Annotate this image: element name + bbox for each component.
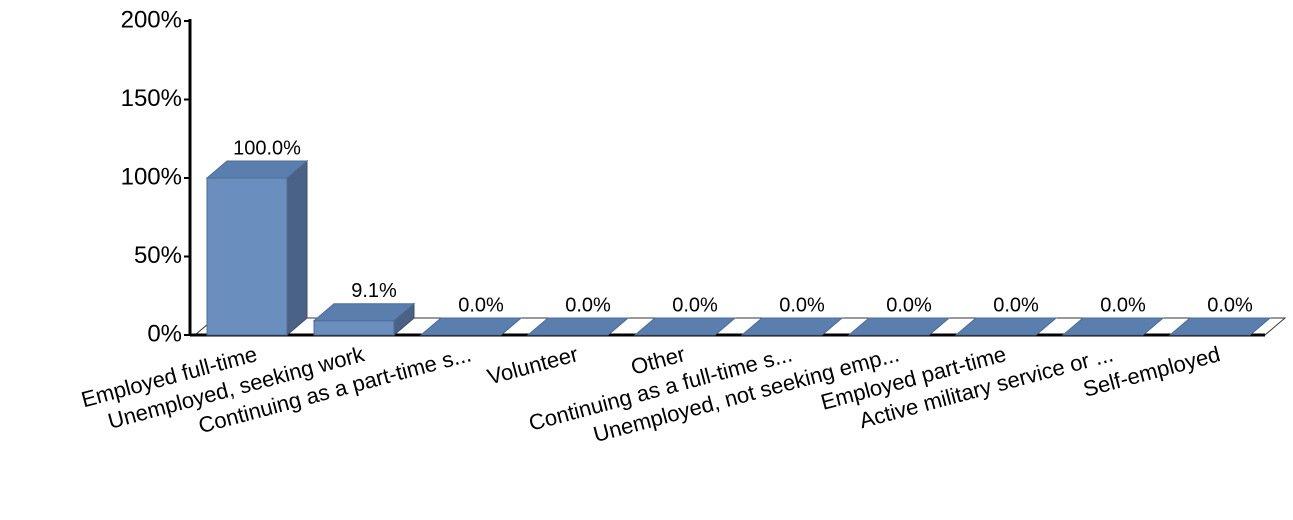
value-label: 0.0% — [1100, 294, 1146, 316]
value-label: 0.0% — [1207, 294, 1253, 316]
y-tick-label: 100% — [121, 163, 182, 190]
bar-top — [312, 303, 416, 322]
bar-top — [1168, 317, 1272, 336]
bar-top — [205, 160, 309, 179]
value-label: 100.0% — [233, 137, 301, 159]
y-tick-label: 200% — [121, 6, 182, 33]
y-tick-label: 150% — [121, 85, 182, 112]
bar-top — [1061, 317, 1165, 336]
bar — [313, 320, 395, 336]
value-label: 0.0% — [886, 294, 932, 316]
x-tick-label: Volunteer — [485, 341, 581, 389]
bar-top — [633, 317, 737, 336]
bar — [206, 177, 288, 336]
y-tick-label: 50% — [134, 242, 182, 269]
value-label: 0.0% — [993, 294, 1039, 316]
value-label: 0.0% — [672, 294, 718, 316]
bar-top — [954, 317, 1058, 336]
value-label: 9.1% — [351, 280, 397, 302]
value-label: 0.0% — [458, 294, 504, 316]
y-tick-label: 0% — [147, 320, 182, 347]
value-label: 0.0% — [565, 294, 611, 316]
value-label: 0.0% — [779, 294, 825, 316]
bar-top — [740, 317, 844, 336]
bar-top — [526, 317, 630, 336]
bar-side — [286, 159, 308, 337]
bar-top — [847, 317, 951, 336]
bar-top — [419, 317, 523, 336]
